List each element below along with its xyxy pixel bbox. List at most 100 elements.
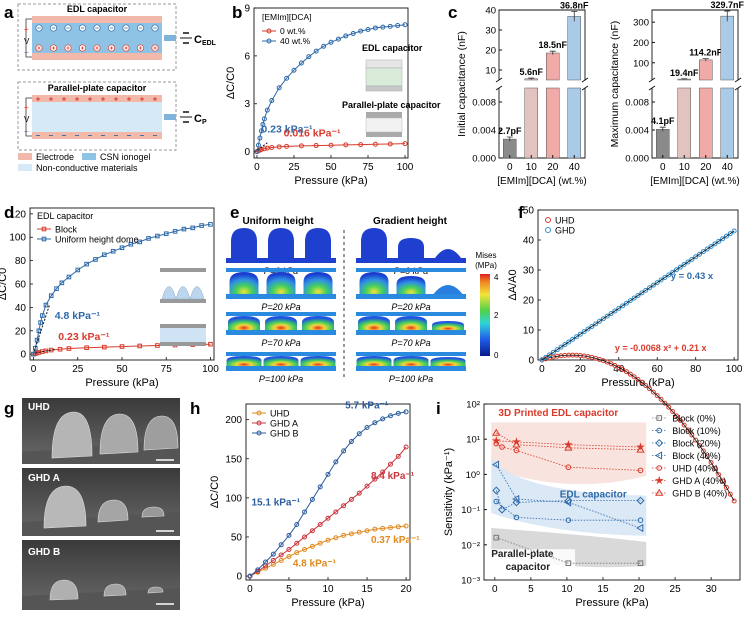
fem-top-plate xyxy=(226,268,336,272)
fem-dome xyxy=(266,272,296,294)
data-point xyxy=(570,336,576,342)
series-line xyxy=(256,24,406,152)
data-point xyxy=(276,85,282,91)
legend-electrode-swatch xyxy=(18,153,32,160)
bar-lower-part xyxy=(699,87,713,159)
data-point xyxy=(321,43,327,49)
colorbar-title-1: Mises xyxy=(476,251,497,260)
slope-annotation: 8.4 kPa⁻¹ xyxy=(371,471,415,482)
data-point xyxy=(712,466,718,472)
data-point xyxy=(372,141,378,147)
data-point xyxy=(723,233,729,239)
bar xyxy=(720,15,734,81)
x-tick-label: 20 xyxy=(575,364,587,375)
data-point xyxy=(43,348,49,354)
data-point xyxy=(558,344,564,350)
y-tick-label: 10⁻² xyxy=(461,540,480,551)
x-tick-label: 0 xyxy=(254,162,260,173)
data-point xyxy=(677,264,683,270)
y-tick-label: 50 xyxy=(231,532,243,543)
legend-label: Block (40%) xyxy=(672,451,721,461)
legend-nonconductive: Non-conductive materials xyxy=(36,163,138,173)
x-tick-label: 60 xyxy=(652,364,664,375)
edl-inset xyxy=(365,59,403,92)
data-point xyxy=(255,142,261,148)
edl-plus: + xyxy=(24,25,29,34)
data-label: 18.5nF xyxy=(538,40,567,50)
edl-top-electrode xyxy=(32,16,162,23)
x-tick-label: 30 xyxy=(706,584,718,595)
data-point xyxy=(291,67,297,73)
series-line xyxy=(33,223,211,355)
legend-marker xyxy=(256,430,262,436)
data-point xyxy=(681,422,687,428)
data-point xyxy=(492,486,501,495)
fem-substrate xyxy=(356,366,466,371)
y-tick-label: 50 xyxy=(523,206,535,217)
data-point xyxy=(643,287,649,293)
data-point xyxy=(190,225,196,231)
data-point xyxy=(720,478,726,484)
sem-label-ghd-a: GHD A xyxy=(28,473,60,484)
inset-pp-label: Parallel-plate capacitor xyxy=(342,100,441,110)
legend-marker xyxy=(266,28,272,34)
panel-e: e Uniform height Gradient height P=0 kPa… xyxy=(226,203,499,384)
data-point xyxy=(491,436,501,445)
data-point xyxy=(387,141,393,147)
data-point xyxy=(636,496,645,505)
y-tick-label: 6 xyxy=(244,51,250,62)
bar xyxy=(546,52,560,81)
data-point xyxy=(543,354,549,360)
x-tick-label: 40 xyxy=(722,162,734,173)
data-point xyxy=(313,143,319,149)
colorbar-tick-2: 2 xyxy=(494,311,499,320)
slope-annotation: 4.8 kPa⁻¹ xyxy=(55,310,101,322)
cation-sign-icon xyxy=(37,46,41,50)
data-point xyxy=(380,469,386,475)
data-point xyxy=(491,460,500,469)
data-point xyxy=(395,23,401,29)
data-point xyxy=(40,313,45,318)
panel-g: g UHD GHD A GHD B xyxy=(4,398,180,610)
data-point xyxy=(608,311,614,317)
legend-nonconductive-swatch xyxy=(18,164,32,171)
data-point xyxy=(181,226,187,232)
bar-lower-part xyxy=(567,87,581,159)
region-label: EDL capacitor xyxy=(560,490,627,501)
data-point xyxy=(620,367,626,373)
axis-break-mark xyxy=(581,85,589,91)
data-point xyxy=(585,326,591,332)
data-point xyxy=(102,252,107,258)
plus-charge-icon xyxy=(62,97,66,101)
legend-marker xyxy=(256,420,262,426)
data-point xyxy=(387,525,393,531)
data-point xyxy=(364,528,370,534)
data-point xyxy=(31,351,36,357)
chart-i: 0 5 10 15 20 25 30 10⁻³ 10⁻² 10⁻¹ 10⁰ 10¹ 10² Pressur… xyxy=(443,400,741,609)
y-tick-label: 10 xyxy=(523,326,535,337)
data-point xyxy=(302,546,308,552)
y-axis-label: Sensitivity (kPa⁻¹) xyxy=(443,448,455,536)
data-point xyxy=(662,400,668,406)
axis-break-mark xyxy=(734,77,742,83)
data-point xyxy=(631,374,637,380)
data-point xyxy=(616,364,622,370)
legend-marker xyxy=(654,475,664,485)
series-line xyxy=(249,446,407,577)
legend-label: Block (20%) xyxy=(672,439,721,449)
y-axis-label: ΔC/C0 xyxy=(225,67,237,99)
series-line xyxy=(496,432,641,451)
y-tick-label: 60 xyxy=(15,280,27,291)
data-point xyxy=(284,143,290,149)
legend-marker xyxy=(655,438,664,448)
region-label: 3D Printed EDL capacitor xyxy=(498,408,618,419)
data-point xyxy=(704,246,710,252)
pp-minus: − xyxy=(24,127,29,136)
fem-pressure-label: P=20 kPa xyxy=(261,302,300,312)
legend-marker xyxy=(256,410,262,416)
fem-dome xyxy=(356,356,392,366)
fem-substrate xyxy=(226,330,336,335)
data-point xyxy=(685,259,691,265)
legend-label: GHD A xyxy=(270,419,298,429)
sem-ghd-b xyxy=(22,540,180,610)
